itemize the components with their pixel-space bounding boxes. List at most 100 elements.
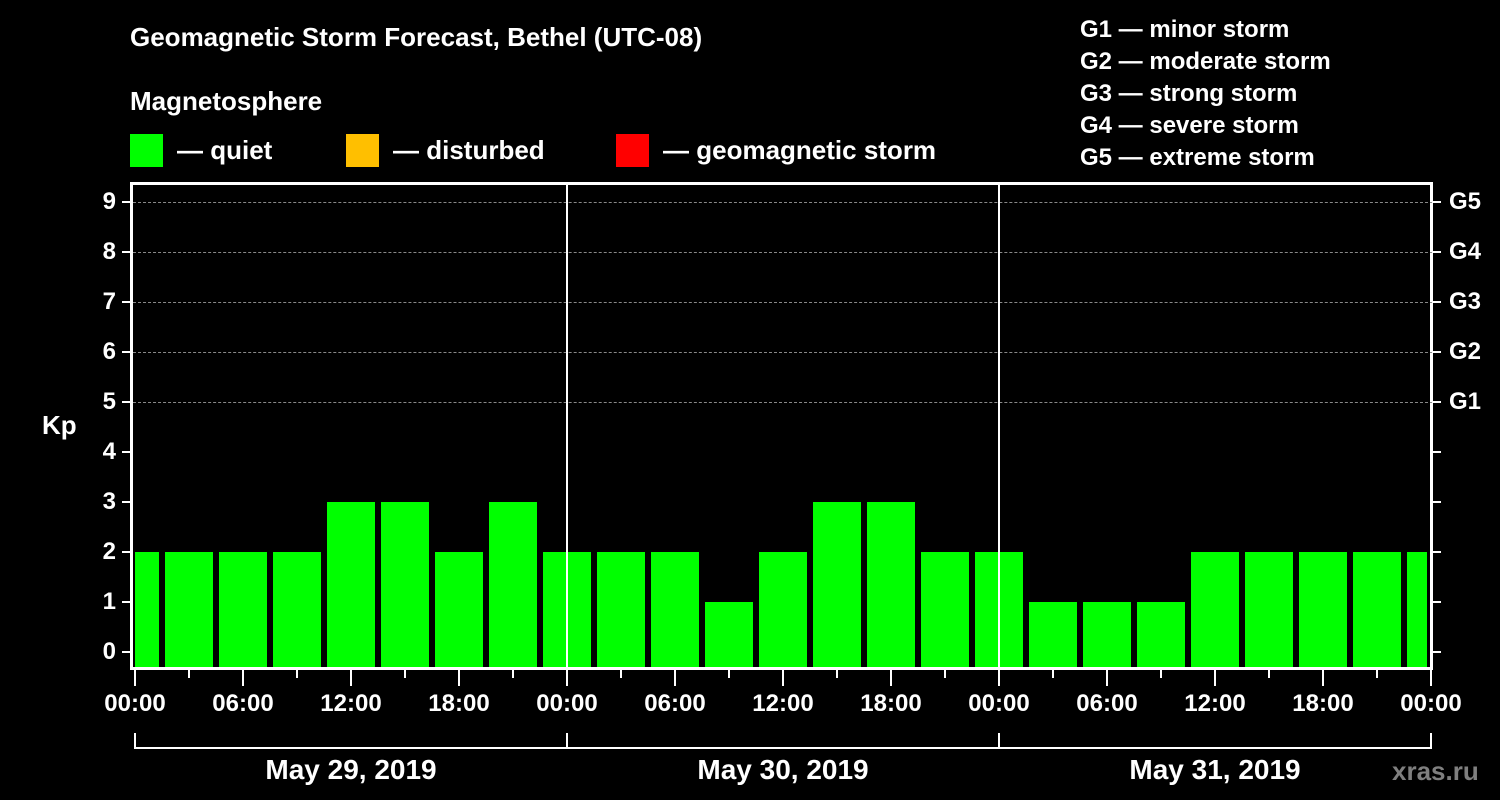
- x-tick-minor: [1160, 670, 1162, 678]
- plot-frame-top: [130, 182, 1433, 185]
- y-axis-label: Kp: [42, 410, 77, 440]
- grid-line: [133, 202, 1433, 203]
- x-tick-label: 00:00: [1400, 690, 1462, 717]
- g-level-label: G4: [1449, 238, 1482, 265]
- day-bracket: [998, 733, 1432, 749]
- grid-line: [133, 302, 1433, 303]
- y-tick-label: 2: [102, 538, 116, 565]
- kp-bar: [597, 552, 645, 667]
- x-tick-label: 06:00: [1076, 690, 1138, 717]
- y-tick-left: [122, 651, 131, 653]
- x-tick-major: [566, 670, 568, 686]
- y-tick-right: [1432, 201, 1441, 203]
- y-tick-left: [122, 301, 131, 303]
- y-tick-left: [122, 201, 131, 203]
- y-tick-label: 3: [102, 488, 116, 515]
- kp-bar: [135, 552, 159, 667]
- x-tick-major: [1430, 670, 1432, 686]
- x-tick-minor: [1052, 670, 1054, 678]
- x-tick-minor: [296, 670, 298, 678]
- x-tick-major: [674, 670, 676, 686]
- x-tick-label: 00:00: [536, 690, 598, 717]
- y-tick-right: [1432, 451, 1441, 453]
- x-tick-minor: [836, 670, 838, 678]
- plot-frame-bottom: [130, 667, 1433, 670]
- x-tick-label: 06:00: [212, 690, 274, 717]
- kp-bar: [381, 502, 429, 667]
- g-level-label: G1: [1449, 388, 1482, 415]
- day-bracket: [134, 733, 568, 749]
- kp-bar: [1407, 552, 1427, 667]
- y-tick-label: 9: [102, 188, 116, 215]
- x-tick-label: 18:00: [860, 690, 922, 717]
- x-tick-major: [890, 670, 892, 686]
- y-tick-right: [1432, 401, 1441, 403]
- g-scale-item: G3 — strong storm: [1080, 80, 1298, 107]
- kp-bar: [435, 552, 483, 667]
- kp-bar: [489, 502, 537, 667]
- x-tick-label: 18:00: [428, 690, 490, 717]
- g-level-label: G3: [1449, 288, 1482, 315]
- y-tick-right: [1432, 251, 1441, 253]
- g-scale-item: G4 — severe storm: [1080, 112, 1299, 139]
- kp-bar: [651, 552, 699, 667]
- legend-swatch-storm: [616, 134, 649, 167]
- x-tick-label: 12:00: [320, 690, 382, 717]
- x-tick-minor: [1376, 670, 1378, 678]
- watermark: xras.ru: [1392, 756, 1479, 786]
- plot-frame-right: [1430, 182, 1433, 669]
- x-tick-minor: [512, 670, 514, 678]
- x-tick-major: [1106, 670, 1108, 686]
- day-bracket: [566, 733, 1000, 749]
- y-tick-left: [122, 251, 131, 253]
- x-tick-label: 18:00: [1292, 690, 1354, 717]
- g-scale-item: G1 — minor storm: [1080, 16, 1290, 43]
- kp-bar: [1191, 552, 1239, 667]
- legend-storm: — geomagnetic storm: [616, 134, 936, 167]
- day-label: May 30, 2019: [697, 754, 869, 785]
- y-tick-left: [122, 401, 131, 403]
- y-tick-left: [122, 551, 131, 553]
- day-label: May 29, 2019: [265, 754, 437, 785]
- kp-bar: [219, 552, 267, 667]
- day-label: May 31, 2019: [1129, 754, 1301, 785]
- legend-disturbed: — disturbed: [346, 134, 545, 167]
- kp-bar: [705, 602, 753, 667]
- x-tick-minor: [404, 670, 406, 678]
- y-tick-label: 1: [102, 588, 116, 615]
- g-level-label: G2: [1449, 338, 1482, 365]
- x-tick-major: [998, 670, 1000, 686]
- y-tick-left: [122, 601, 131, 603]
- x-tick-label: 00:00: [968, 690, 1030, 717]
- chart-subtitle: Magnetosphere: [130, 86, 323, 116]
- x-tick-minor: [944, 670, 946, 678]
- x-tick-minor: [188, 670, 190, 678]
- x-tick-major: [242, 670, 244, 686]
- kp-bar: [165, 552, 213, 667]
- kp-bar: [273, 552, 321, 667]
- x-tick-major: [458, 670, 460, 686]
- kp-bar: [1299, 552, 1347, 667]
- plot-frame-left: [130, 182, 133, 669]
- x-tick-minor: [1268, 670, 1270, 678]
- kp-bar: [1029, 602, 1077, 667]
- x-tick-label: 12:00: [752, 690, 814, 717]
- grid-line: [133, 352, 1433, 353]
- x-tick-major: [782, 670, 784, 686]
- y-tick-label: 8: [102, 238, 116, 265]
- kp-bar: [327, 502, 375, 667]
- y-tick-label: 7: [102, 288, 116, 315]
- kp-bar: [921, 552, 969, 667]
- y-tick-right: [1432, 551, 1441, 553]
- x-tick-minor: [620, 670, 622, 678]
- x-tick-major: [1322, 670, 1324, 686]
- y-tick-right: [1432, 651, 1441, 653]
- x-tick-label: 12:00: [1184, 690, 1246, 717]
- legend-swatch-quiet: [130, 134, 163, 167]
- y-tick-label: 5: [102, 388, 116, 415]
- kp-bar: [1353, 552, 1401, 667]
- chart-title: Geomagnetic Storm Forecast, Bethel (UTC-…: [130, 22, 703, 52]
- y-tick-label: 4: [102, 438, 116, 465]
- y-tick-left: [122, 501, 131, 503]
- g-level-label: G5: [1449, 188, 1482, 215]
